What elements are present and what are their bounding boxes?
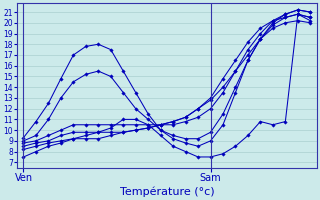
X-axis label: Température (°c): Température (°c) bbox=[120, 186, 214, 197]
